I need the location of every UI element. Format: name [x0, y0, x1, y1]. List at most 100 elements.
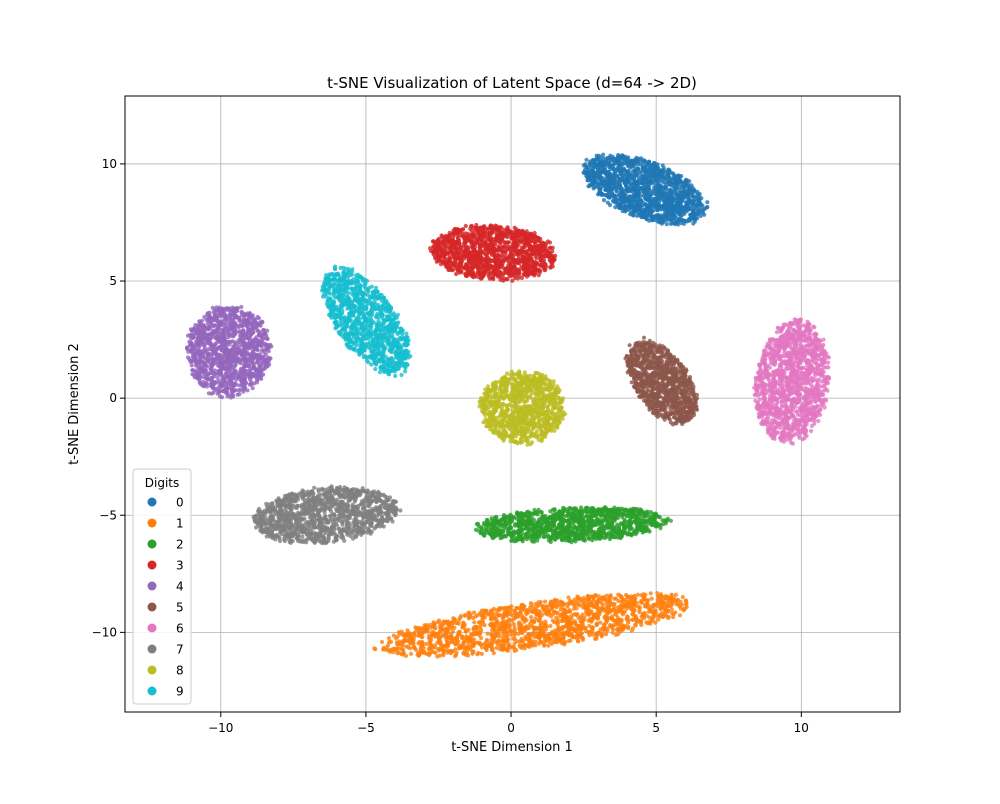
data-point — [454, 651, 458, 655]
data-point — [555, 622, 559, 626]
data-point — [574, 624, 578, 628]
data-point — [638, 212, 642, 216]
data-point — [637, 525, 641, 529]
data-point — [510, 519, 514, 523]
data-point — [607, 174, 611, 178]
data-point — [606, 201, 610, 205]
data-point — [594, 601, 598, 605]
data-point — [466, 628, 470, 632]
data-point — [598, 609, 602, 613]
data-point — [644, 175, 648, 179]
data-point — [595, 616, 599, 620]
data-point — [506, 645, 510, 649]
data-point — [639, 508, 643, 512]
data-point — [539, 622, 543, 626]
data-point — [662, 180, 666, 184]
data-point — [586, 515, 590, 519]
data-point — [568, 506, 572, 510]
data-point — [477, 620, 481, 624]
data-point — [474, 528, 478, 532]
data-point — [551, 619, 555, 623]
data-point — [633, 172, 637, 176]
data-point — [625, 510, 629, 514]
data-point — [472, 610, 476, 614]
data-point — [458, 630, 462, 634]
data-point — [560, 522, 564, 526]
data-point — [486, 612, 490, 616]
data-point — [600, 606, 604, 610]
data-point — [505, 614, 509, 618]
data-point — [567, 622, 571, 626]
data-point — [617, 608, 621, 612]
data-point — [510, 536, 514, 540]
data-point — [432, 650, 436, 654]
data-point — [550, 521, 554, 525]
data-point — [531, 533, 535, 537]
data-point — [523, 635, 527, 639]
data-point — [569, 638, 573, 642]
data-point — [526, 531, 530, 535]
data-point — [673, 176, 677, 180]
data-point — [438, 628, 442, 632]
data-point — [504, 634, 508, 638]
data-point — [664, 185, 668, 189]
data-point — [581, 636, 585, 640]
data-point — [483, 623, 487, 627]
data-point — [590, 603, 594, 607]
data-point — [522, 643, 526, 647]
data-point — [605, 163, 609, 167]
data-point — [642, 201, 646, 205]
data-point — [642, 159, 646, 163]
data-point — [634, 202, 638, 206]
data-point — [681, 194, 685, 198]
data-point — [381, 647, 385, 651]
data-point — [409, 652, 413, 656]
data-point — [493, 634, 497, 638]
data-point — [530, 539, 534, 543]
data-point — [544, 610, 548, 614]
data-point — [631, 618, 635, 622]
data-point — [464, 224, 468, 228]
data-point — [596, 192, 600, 196]
data-point — [697, 211, 701, 215]
data-point — [571, 511, 575, 515]
data-point — [497, 613, 501, 617]
data-point — [533, 523, 537, 527]
data-point — [513, 610, 517, 614]
data-point — [401, 651, 405, 655]
data-point — [565, 615, 569, 619]
data-point — [588, 617, 592, 621]
data-point — [588, 519, 592, 523]
data-point — [640, 521, 644, 525]
data-point — [614, 194, 618, 198]
data-point — [618, 154, 622, 158]
data-point — [503, 639, 507, 643]
data-point — [649, 166, 653, 170]
data-point — [605, 185, 609, 189]
data-point — [495, 533, 499, 537]
data-point — [507, 532, 511, 536]
data-point — [529, 615, 533, 619]
data-point — [631, 508, 635, 512]
data-point — [544, 639, 548, 643]
data-point — [628, 532, 632, 536]
data-point — [543, 600, 547, 604]
data-point — [585, 528, 589, 532]
data-point — [613, 612, 617, 616]
data-point — [490, 519, 494, 523]
data-point — [550, 642, 554, 646]
data-point — [637, 190, 641, 194]
data-point — [531, 238, 535, 242]
data-point — [536, 604, 540, 608]
data-point — [618, 594, 622, 598]
data-point — [656, 208, 660, 212]
data-point — [691, 210, 695, 214]
data-point — [616, 632, 620, 636]
data-point — [662, 604, 666, 608]
data-point — [612, 525, 616, 529]
data-point — [492, 614, 496, 618]
data-point — [468, 615, 472, 619]
data-point — [669, 203, 673, 207]
data-point — [492, 638, 496, 642]
data-point — [660, 594, 664, 598]
